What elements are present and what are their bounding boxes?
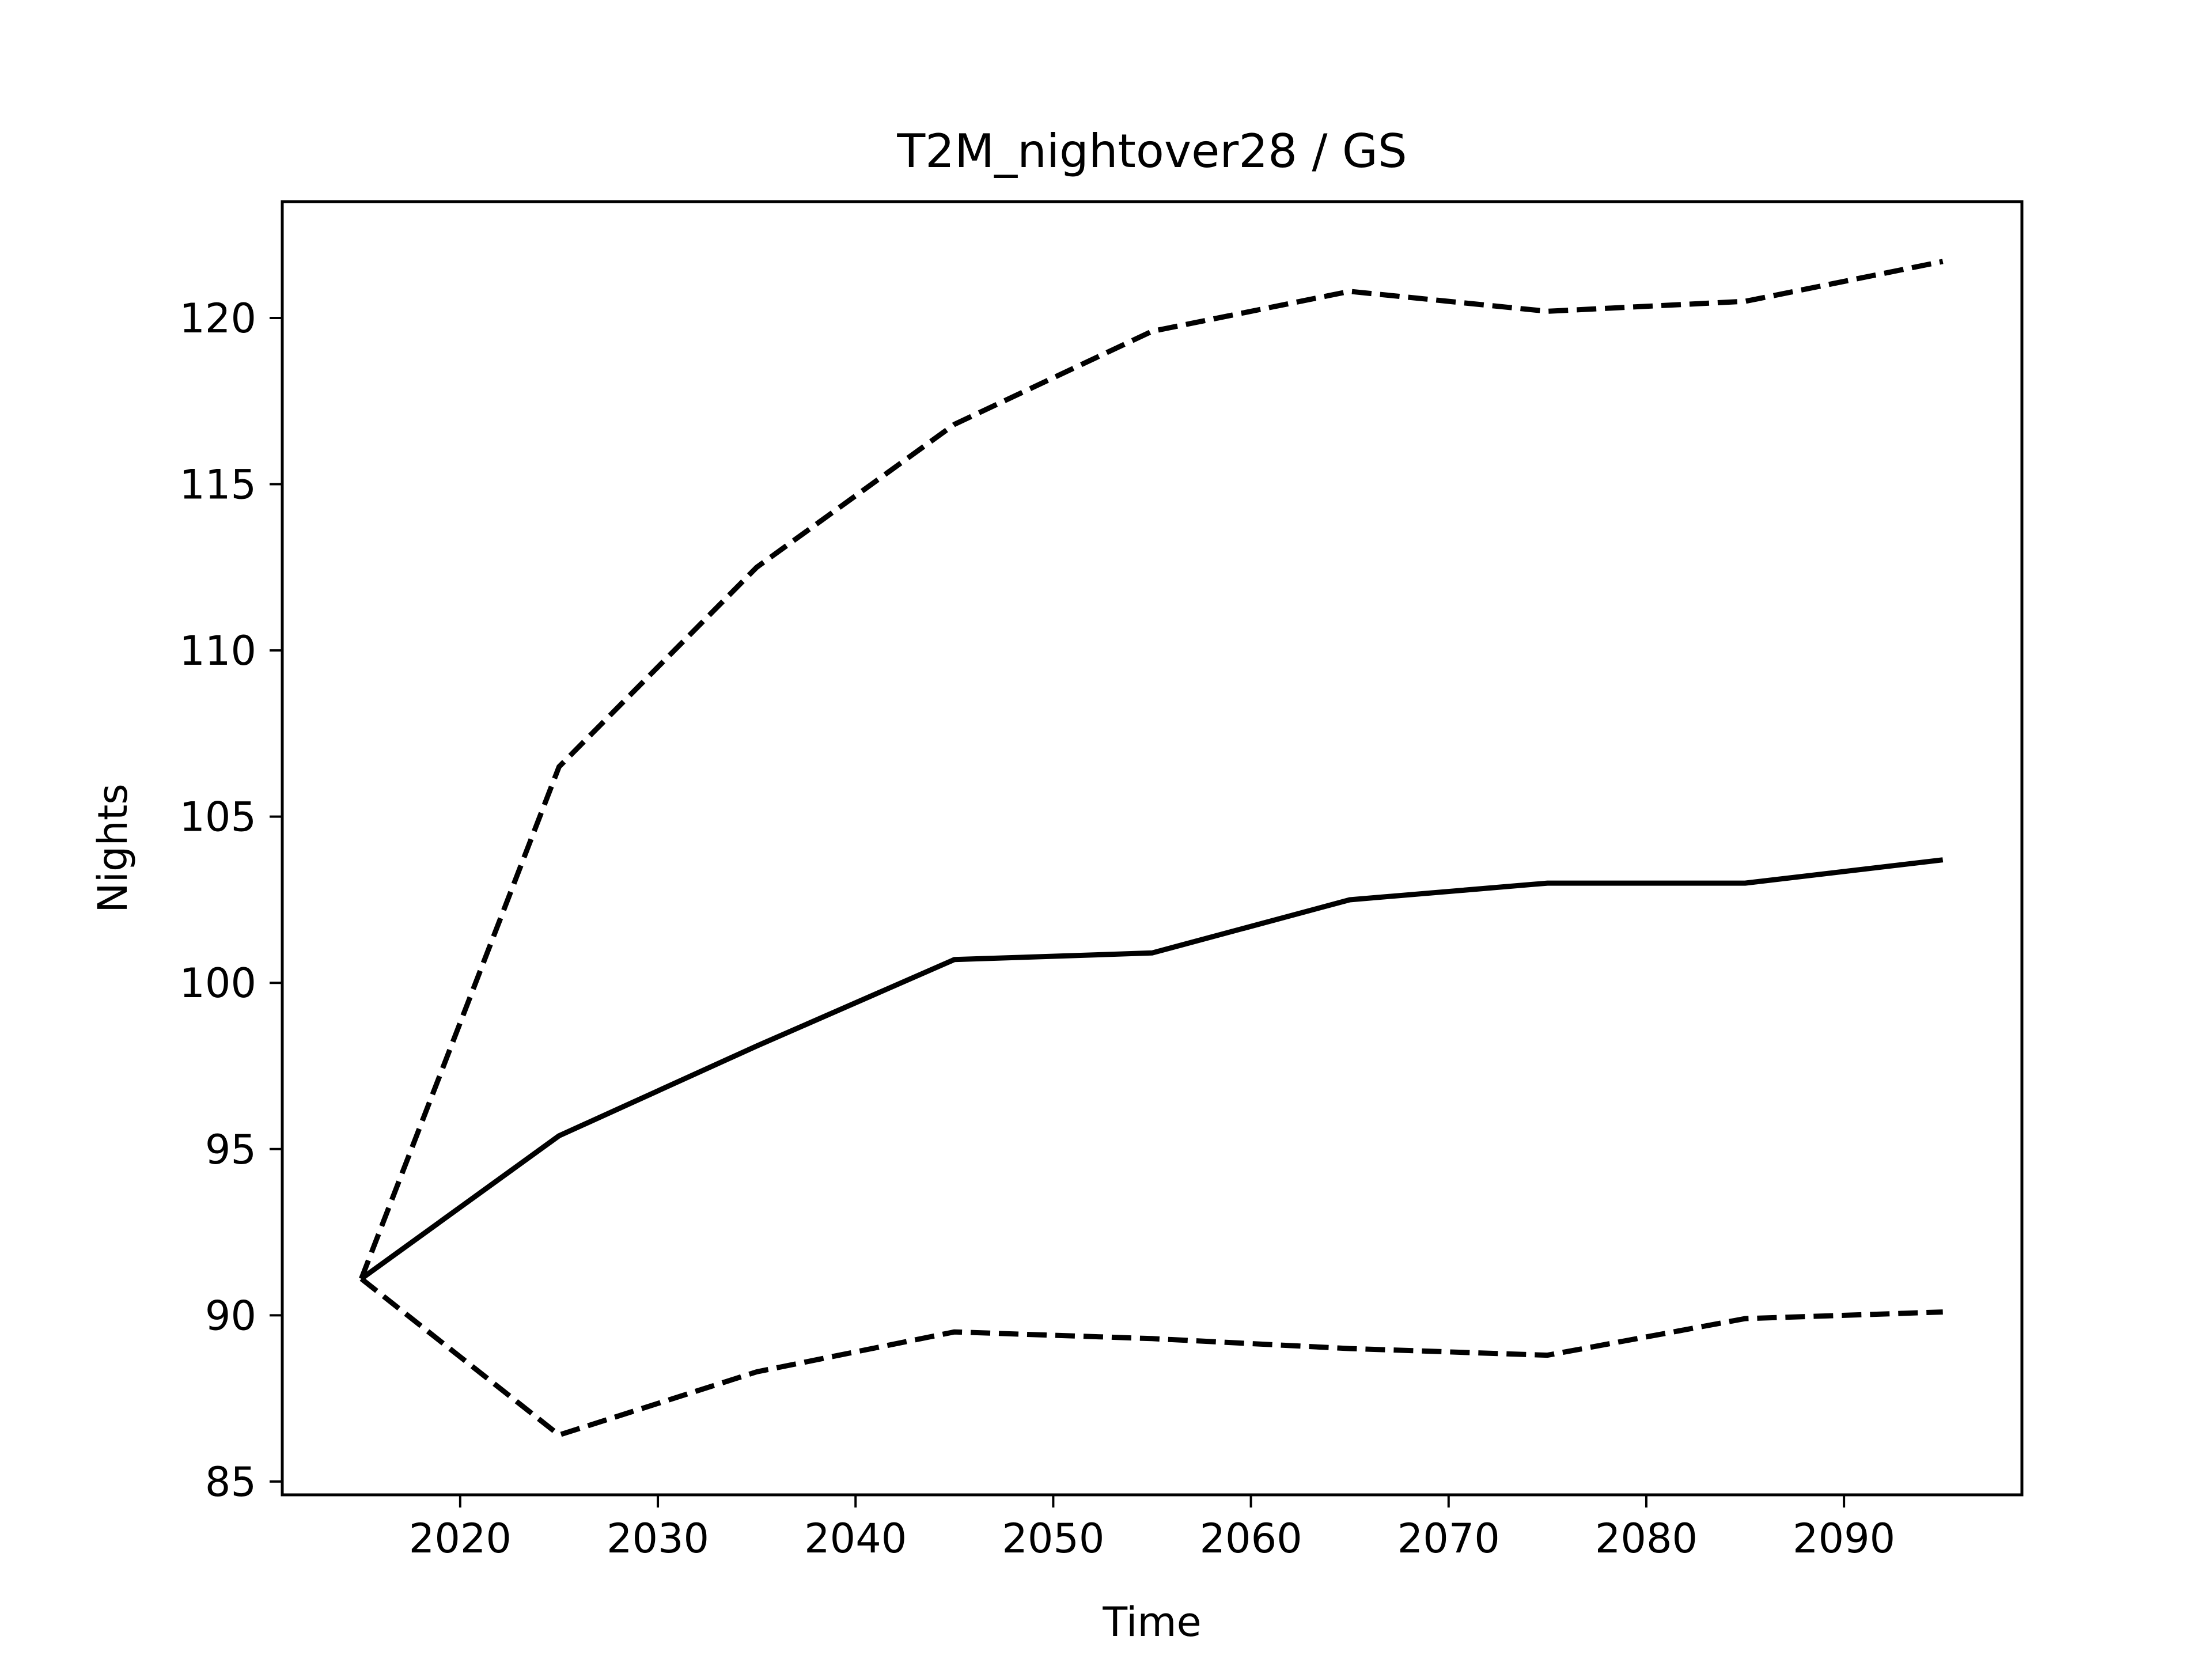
- x-tick-label: 2020: [409, 1515, 512, 1562]
- x-tick-label: 2070: [1397, 1515, 1500, 1562]
- y-tick-label: 85: [205, 1459, 256, 1506]
- chart-title: T2M_nightover28 / GS: [896, 124, 1407, 178]
- x-tick-label: 2080: [1595, 1515, 1698, 1562]
- y-tick-label: 95: [205, 1126, 256, 1173]
- y-tick-label: 100: [179, 960, 256, 1007]
- x-tick-label: 2040: [804, 1515, 907, 1562]
- x-tick-label: 2030: [607, 1515, 709, 1562]
- solid-series-line-2: [359, 857, 1944, 1281]
- x-tick-label: 2050: [1002, 1515, 1104, 1562]
- axis-ticks: 2020 2030 2040 2050 2060 2070 2080 2090 85 90 95 10…: [179, 295, 1895, 1562]
- dashed-series-line-1: [359, 259, 1944, 1280]
- x-tick-label: 2060: [1200, 1515, 1302, 1562]
- y-tick-label: 110: [179, 627, 256, 675]
- y-axis-label: Nights: [89, 783, 137, 913]
- y-tick-label: 120: [179, 295, 256, 342]
- plot-area: [281, 200, 2024, 1497]
- y-tick-label: 105: [179, 794, 256, 841]
- x-axis-label: Time: [1102, 1599, 1201, 1646]
- dashed-series-line-3: [359, 1277, 1943, 1438]
- series-lines: [359, 259, 1944, 1438]
- y-tick-label: 90: [205, 1292, 256, 1339]
- y-tick-label: 115: [179, 461, 256, 509]
- x-tick-label: 2090: [1793, 1515, 1895, 1562]
